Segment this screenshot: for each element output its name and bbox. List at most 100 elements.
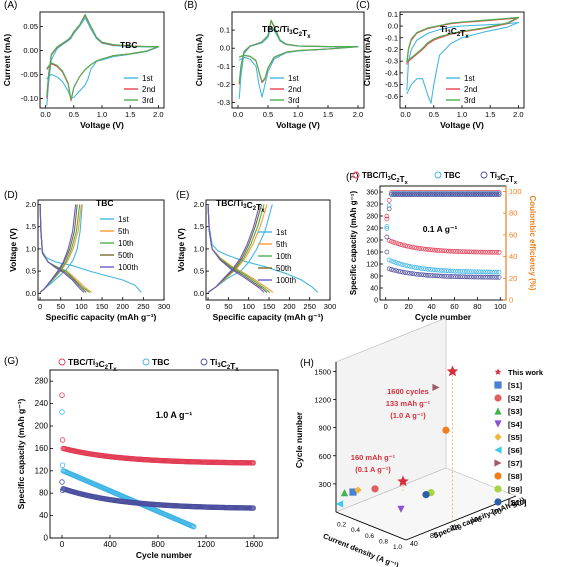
subscript: 2: [397, 178, 400, 184]
data-point-[S5]: [354, 486, 362, 494]
y-tick-label: 0.1: [388, 10, 398, 19]
capacity-point: [391, 267, 397, 273]
y-tick-label: 240: [366, 226, 378, 233]
text-span: Ti: [490, 171, 497, 180]
y-tick-label: -0.05: [21, 70, 38, 79]
capacity-point: [434, 247, 440, 253]
cv-curve-1st: [406, 21, 519, 104]
legend-label: [S1]: [508, 381, 523, 390]
capacity-point: [483, 249, 488, 255]
legend-marker: [200, 358, 208, 366]
y-tick-label: 0.5: [26, 267, 36, 276]
panel-h: (H) 300 600 900 1200 1500 Cycle number 0.2 0.4 0.…: [294, 317, 544, 567]
y-tick-label: 120: [366, 262, 378, 269]
chart-title: Ti3C2Tx: [440, 24, 469, 40]
x-tick-label: 2.0: [153, 110, 163, 119]
efficiency-point: [457, 192, 463, 198]
efficiency-point: [423, 192, 429, 198]
text-span: T: [302, 28, 308, 38]
y2-tick-label: 20: [509, 274, 517, 283]
capacity-point: [407, 264, 413, 269]
y-tick-label: -0.10: [21, 94, 38, 103]
capacity-point: [455, 268, 461, 274]
y-tick-label: 2.0: [26, 200, 36, 209]
data-point-[S2]: [371, 485, 379, 493]
capacity-point: [389, 267, 394, 272]
legend-label: 10th: [118, 239, 134, 248]
efficiency-point: [384, 226, 390, 231]
capacity-point: [453, 249, 458, 254]
capacity-point: [59, 409, 65, 415]
efficiency-point: [400, 192, 406, 198]
data-point-[S4]: [397, 505, 405, 513]
capacity-point: [446, 248, 452, 254]
efficiency-point: [446, 192, 452, 198]
x-tick-label: 0.5: [263, 110, 273, 119]
capacity-point: [400, 242, 406, 248]
capacity-point: [496, 249, 502, 255]
capacity-point: [59, 437, 66, 443]
capacity-point: [441, 273, 447, 279]
x-axis-label: Voltage (V): [440, 120, 484, 130]
capacity-point: [444, 248, 449, 254]
capacity-point: [464, 274, 470, 280]
capacity-point: [494, 269, 500, 275]
capacity-point: [59, 392, 65, 398]
text-span: Ti: [210, 357, 217, 367]
legend-label: 3rd: [288, 96, 300, 105]
capacity-point: [480, 249, 486, 255]
capacity-point: [391, 239, 397, 245]
y-tick-label: 80: [370, 274, 378, 281]
y2-tick-label: 80: [509, 209, 517, 218]
capacity-point: [487, 274, 493, 280]
x-tick-label: 1.0: [393, 544, 402, 551]
capacity-point: [425, 272, 431, 278]
capacity-point: [386, 266, 392, 272]
z-tick-label: 1200: [314, 396, 331, 405]
y-tick-label: 120: [450, 525, 462, 532]
legend-label: [S9]: [508, 485, 523, 494]
capacity-point: [432, 273, 438, 279]
capacity-point: [450, 268, 456, 274]
text-span: C: [500, 173, 506, 182]
y-tick-label: 40: [370, 286, 378, 293]
capacity-point: [450, 274, 456, 279]
panel-label: (H): [300, 358, 314, 369]
subscript: x: [465, 34, 469, 40]
panel-f: (F)0 20 40 60 80 1000408012016020024028032036…: [346, 171, 537, 322]
capacity-point: [448, 274, 454, 279]
capacity-point: [444, 273, 449, 279]
capacity-point: [398, 261, 403, 267]
subscript: x: [261, 208, 265, 214]
efficiency-point: [466, 192, 472, 198]
panel-label: (B): [184, 0, 197, 11]
capacity-point: [496, 274, 502, 280]
capacity-point: [478, 269, 484, 275]
x-tick-label: 200: [116, 302, 129, 311]
subscript: 2: [105, 365, 109, 371]
y-axis-label: Current (mA): [194, 34, 204, 87]
capacity-point: [434, 267, 440, 273]
capacity-point: [418, 246, 424, 252]
subscript: x: [235, 367, 239, 373]
legend-label: TBC/Ti3C2Tx: [68, 357, 117, 373]
y-tick-label: 0.0: [194, 289, 204, 298]
x-tick-label: 0.0: [233, 110, 243, 119]
x-tick-label: 1200: [197, 540, 215, 549]
y-tick-label: 80: [39, 489, 48, 498]
chart-title: TBC: [120, 40, 137, 50]
y2-tick-label: 40: [509, 252, 517, 261]
x-tick-label: 0.0: [40, 110, 50, 119]
x-tick-label: 0: [60, 540, 65, 549]
subscript: 2: [506, 178, 509, 184]
capacity-point: [448, 268, 454, 274]
x-tick-label: 1.5: [125, 110, 135, 119]
efficiency-point: [386, 206, 392, 212]
capacity-point: [439, 268, 445, 273]
x-tick-label: 0.6: [365, 533, 374, 540]
annotation-text: (1.0 A g⁻¹): [390, 411, 426, 420]
x-tick-label: 2.0: [353, 110, 363, 119]
y-tick-label: 360: [366, 190, 378, 197]
x-tick-label: 50: [224, 302, 232, 311]
